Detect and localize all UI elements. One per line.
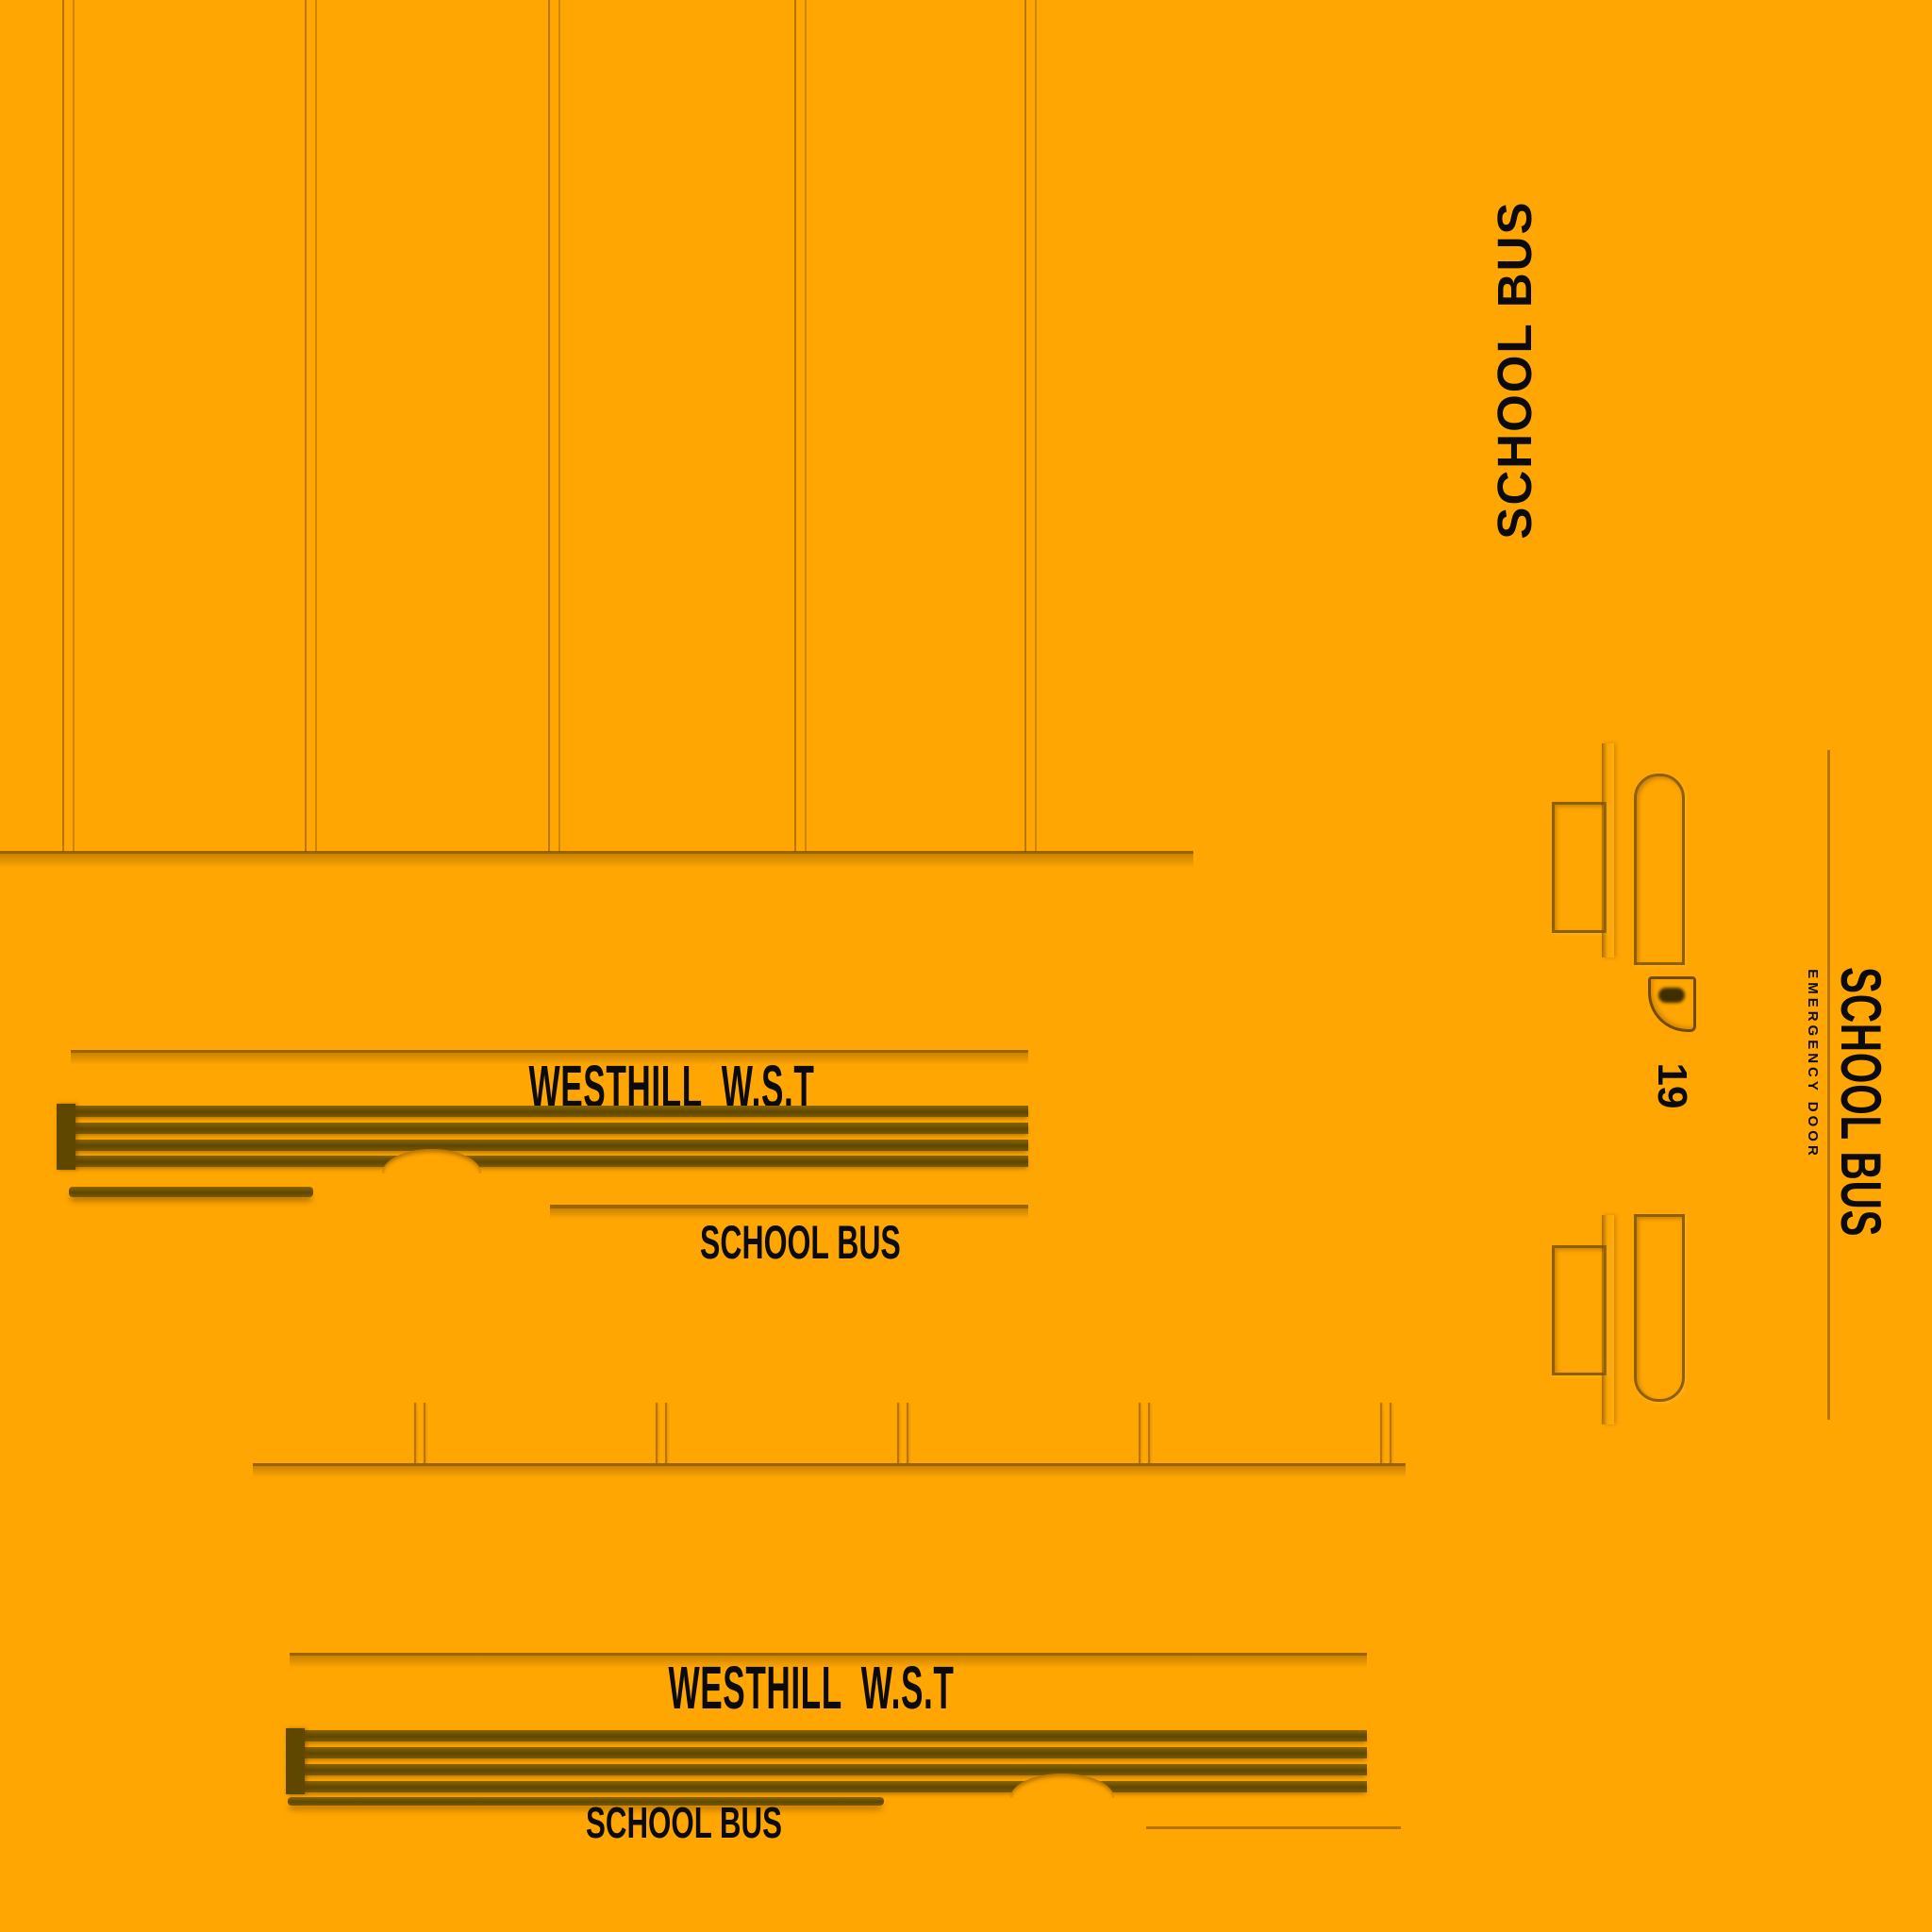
tick-mark [665, 1403, 667, 1463]
emergency-door-label: EMERGENCY DOOR [1805, 969, 1821, 1159]
marker-light-rect [1552, 802, 1607, 933]
roof-schoolbus-label: SCHOOL BUS [1488, 200, 1541, 540]
wheel-arch-bump [1010, 1774, 1114, 1798]
tick-mark [424, 1403, 425, 1463]
roof-panel-seam [558, 0, 560, 852]
belt-seam-bottom [290, 1653, 1367, 1656]
rub-rail-stripe [288, 1730, 1367, 1741]
rub-rail-stripe [58, 1140, 1028, 1151]
lower-trim-bar [288, 1797, 884, 1806]
tick-mark [656, 1403, 658, 1463]
rub-rail-stripe [58, 1123, 1028, 1134]
roof-seam-shadow [0, 854, 1193, 868]
chassis-line [253, 1463, 1406, 1466]
belt-seam-bottom-shadow [290, 1656, 1367, 1668]
rub-rail-stripe [288, 1781, 1367, 1792]
roof-panel-seam [315, 0, 317, 852]
roof-bottom-seam [0, 851, 1193, 854]
rub-rail-stripe [58, 1106, 1028, 1117]
lower-trim-bar [69, 1187, 313, 1197]
tick-mark [1148, 1403, 1150, 1463]
lower-seam [550, 1205, 1028, 1208]
roof-panel-seam [73, 0, 75, 852]
rub-rail-stripe [288, 1747, 1367, 1758]
rub-rail-stripe [58, 1156, 1028, 1167]
roof-panel-seam [794, 0, 796, 852]
rub-rail-stripe [288, 1764, 1367, 1775]
bus-number: 19 [1649, 1062, 1695, 1109]
emergency-door-window-bottom [1634, 1214, 1685, 1402]
door-handle-recess [1648, 976, 1696, 1032]
roof-panel-seam [1024, 0, 1026, 852]
door-hinge-bar [1602, 1215, 1614, 1424]
route-sign-text-bottom: WESTHILL W.S.T [668, 1654, 955, 1722]
tick-mark [1390, 1403, 1391, 1463]
roof-panel-seam [305, 0, 307, 852]
schoolbus-label-bottom: SCHOOL BUS [586, 1798, 782, 1847]
belt-seam-shadow [71, 1053, 1028, 1065]
marker-light-rect [1552, 1245, 1607, 1375]
door-edge-line [1827, 750, 1830, 1420]
schoolbus-label-mid: SCHOOL BUS [700, 1216, 901, 1269]
door-handle-icon [1658, 988, 1685, 1003]
rub-rail-endcap [57, 1104, 75, 1170]
tick-mark [907, 1403, 908, 1463]
roof-panel-seam [548, 0, 550, 852]
tick-mark [1139, 1403, 1141, 1463]
tick-mark [1380, 1403, 1382, 1463]
emergency-door-window-top [1634, 774, 1685, 965]
door-hinge-bar [1602, 743, 1614, 958]
rub-rail-endcap [286, 1728, 305, 1794]
chassis-line-shadow [253, 1466, 1406, 1477]
roof-panel-seam [62, 0, 64, 852]
roof-panel-seam [1035, 0, 1037, 852]
belt-seam [71, 1050, 1028, 1053]
schoolbus-label-right: SCHOOL BUS [1829, 967, 1892, 1238]
tick-mark [414, 1403, 416, 1463]
lower-seam-right [1146, 1826, 1401, 1829]
lower-seam-shadow [550, 1208, 1028, 1219]
wheel-arch-bump [382, 1149, 481, 1174]
tick-mark [897, 1403, 899, 1463]
roof-panel-seam [805, 0, 807, 852]
